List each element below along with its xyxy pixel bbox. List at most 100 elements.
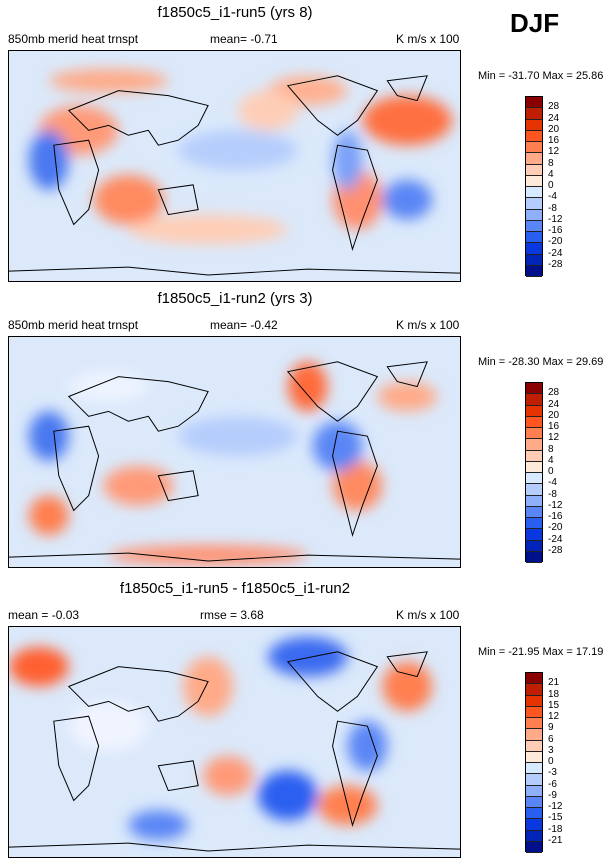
min-max-label: Min = -31.70 Max = 25.86 <box>478 70 604 82</box>
colorbar-swatch <box>526 473 542 485</box>
colorbar-tick-label: 6 <box>548 733 554 745</box>
panel-stat-label: mean= -0.42 <box>210 318 278 332</box>
field-anomaly <box>267 636 348 677</box>
colorbar-swatch <box>526 175 542 187</box>
colorbar-tick-label: 8 <box>548 443 554 455</box>
field-anomaly <box>183 656 234 717</box>
colorbar-tick-label: -15 <box>548 812 563 824</box>
colorbar-tick-label: -24 <box>548 247 563 259</box>
colorbar-swatch <box>526 729 542 741</box>
colorbar-tick-label: 4 <box>548 454 554 466</box>
field-anomaly <box>237 90 298 131</box>
colorbar-tick-label: 3 <box>548 744 554 756</box>
colorbar-tick-label: 12 <box>548 146 560 158</box>
field-anomaly <box>108 545 308 566</box>
field-anomaly <box>178 130 298 170</box>
colorbar-swatch <box>526 428 542 440</box>
colorbar-tick-label: 24 <box>548 398 560 410</box>
field-anomaly <box>362 95 453 146</box>
colorbar-swatch <box>526 751 542 763</box>
colorbar-swatch <box>526 785 542 797</box>
panel-stat-label: rmse = 3.68 <box>200 608 264 622</box>
field-anomaly <box>203 755 253 796</box>
units-label: K m/s x 100 <box>396 32 460 46</box>
panel-title: f1850c5_i1-run5 - f1850c5_i1-run2 <box>119 580 351 597</box>
colorbar-tick-label: 24 <box>548 112 560 124</box>
colorbar-tick-label: 4 <box>548 168 554 180</box>
colorbar-swatch <box>526 673 542 685</box>
colorbar-tick-label: -28 <box>548 544 563 556</box>
colorbar-tick-label: 21 <box>548 677 560 689</box>
colorbar-swatch <box>526 540 542 552</box>
field-anomaly <box>68 371 149 402</box>
field-anomaly <box>332 460 383 511</box>
colorbar-tick-label: -18 <box>548 823 563 835</box>
field-anomaly <box>68 701 149 751</box>
colorbar-swatch <box>526 518 542 530</box>
units-label: K m/s x 100 <box>396 318 460 332</box>
colorbar-swatch <box>526 529 542 541</box>
field-anomaly <box>347 721 388 771</box>
colorbar-swatch <box>526 506 542 518</box>
colorbar-tick-label: -8 <box>548 202 557 214</box>
colorbar-tick-label: 18 <box>548 688 560 700</box>
season-label: DJF <box>510 8 560 38</box>
colorbar-swatch <box>526 796 542 808</box>
colorbar-swatch <box>526 232 542 244</box>
colorbar-swatch <box>526 439 542 451</box>
colorbar-swatch <box>526 841 542 853</box>
colorbar-tick-label: 15 <box>548 699 560 711</box>
colorbar-tick-label: -12 <box>548 213 563 225</box>
colorbar-swatch <box>526 187 542 199</box>
field-anomaly <box>93 174 164 225</box>
colorbar-swatch <box>526 416 542 428</box>
field-anomaly <box>312 421 363 471</box>
field-anomaly <box>28 130 69 190</box>
colorbar-tick-label: -4 <box>548 191 557 203</box>
colorbar <box>525 672 543 853</box>
colorbar-tick-label: -12 <box>548 801 563 812</box>
colorbar-swatch <box>526 383 542 395</box>
colorbar-swatch <box>526 819 542 831</box>
colorbar-swatch <box>526 763 542 775</box>
antarctica-coast <box>9 266 460 276</box>
field-anomaly <box>28 495 69 536</box>
colorbar-swatch <box>526 461 542 473</box>
colorbar-tick-label: 20 <box>548 123 560 135</box>
panel-left-label: mean = -0.03 <box>8 608 80 622</box>
colorbar-tick-label: -16 <box>548 225 563 236</box>
colorbar-swatch <box>526 495 542 507</box>
colorbar-tick-label: -12 <box>548 499 563 511</box>
field-anomaly <box>9 646 69 687</box>
field-anomaly <box>287 361 328 412</box>
colorbar-swatch <box>526 209 542 221</box>
colorbar-swatch <box>526 265 542 277</box>
panel-left-label: 850mb merid heat trnspt <box>8 32 139 46</box>
colorbar-swatch <box>526 695 542 707</box>
colorbar-tick-label: 0 <box>548 756 554 767</box>
colorbar-swatch <box>526 108 542 120</box>
colorbar-swatch <box>526 484 542 496</box>
coastlines <box>53 361 428 538</box>
colorbar-swatch <box>526 718 542 730</box>
colorbar-tick-label: -8 <box>548 488 557 500</box>
colorbar-swatch <box>526 119 542 131</box>
colorbar-swatch <box>526 142 542 154</box>
units-label: K m/s x 100 <box>396 608 460 622</box>
colorbar-tick-label: 0 <box>548 180 554 191</box>
colorbar-swatch <box>526 153 542 165</box>
colorbar-tick-label: -16 <box>548 511 563 522</box>
colorbar-swatch <box>526 198 542 210</box>
colorbar-tick-label: -20 <box>548 522 563 534</box>
colorbar-swatch <box>526 551 542 563</box>
colorbar-tick-label: 20 <box>548 409 560 421</box>
colorbar-tick-label: 0 <box>548 466 554 477</box>
colorbar-tick-label: -3 <box>548 767 557 779</box>
panel-title: f1850c5_i1-run5 (yrs 8) <box>157 4 313 21</box>
colorbar-tick-label: 16 <box>548 421 560 432</box>
colorbar-tick-label: 9 <box>548 722 554 734</box>
map-panel <box>8 50 461 282</box>
colorbar-swatch <box>526 774 542 786</box>
colorbar-swatch <box>526 130 542 142</box>
colorbar-tick-label: -20 <box>548 236 563 248</box>
